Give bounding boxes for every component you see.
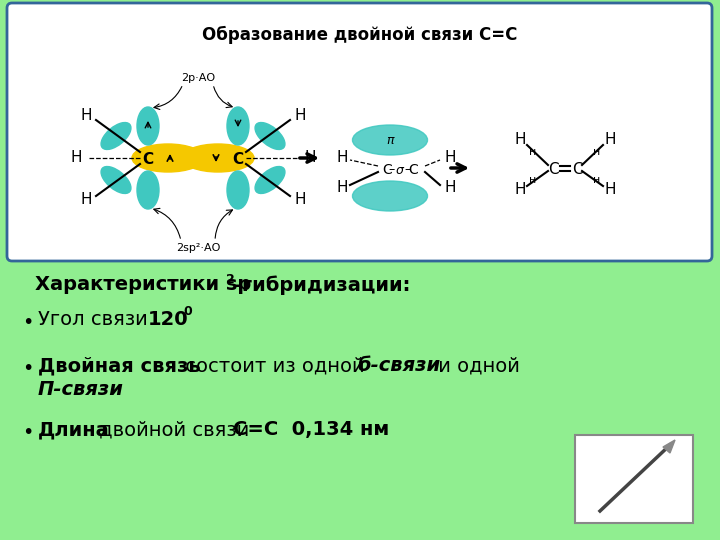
Text: C: C — [548, 161, 558, 177]
Text: C: C — [408, 163, 418, 177]
Text: H: H — [514, 183, 526, 198]
Ellipse shape — [227, 171, 249, 209]
Text: 2p·АО: 2p·АО — [181, 73, 215, 83]
Ellipse shape — [101, 166, 131, 193]
Text: C: C — [572, 161, 582, 177]
Text: –: – — [389, 164, 395, 177]
Text: H: H — [604, 132, 616, 147]
Text: состоит из одной: состоит из одной — [179, 356, 371, 375]
Text: H: H — [80, 192, 91, 207]
Ellipse shape — [137, 171, 159, 209]
Text: н: н — [529, 147, 536, 157]
Text: H: H — [294, 192, 306, 207]
Text: н: н — [529, 175, 536, 185]
Text: б-связи: б-связи — [358, 356, 441, 375]
Text: H: H — [604, 183, 616, 198]
Ellipse shape — [227, 107, 249, 145]
FancyBboxPatch shape — [575, 435, 693, 523]
Text: H: H — [80, 109, 91, 124]
Text: H: H — [444, 180, 456, 195]
Text: 2sp²·АО: 2sp²·АО — [176, 243, 220, 253]
Text: H: H — [305, 151, 316, 165]
Text: 120: 120 — [148, 310, 189, 329]
Text: Образование двойной связи С=С: Образование двойной связи С=С — [202, 26, 518, 44]
Text: •: • — [22, 423, 33, 442]
Text: и одной: и одной — [432, 356, 520, 375]
Text: С=С  0,134 нм: С=С 0,134 нм — [233, 420, 390, 439]
Text: •: • — [22, 313, 33, 332]
Text: 0: 0 — [183, 305, 192, 318]
Text: H: H — [444, 151, 456, 165]
FancyBboxPatch shape — [7, 3, 712, 261]
Text: –: – — [405, 164, 411, 177]
Ellipse shape — [132, 144, 204, 172]
Text: Двойная связь: Двойная связь — [38, 356, 201, 375]
Text: Длина: Длина — [38, 420, 109, 439]
Text: П-связи: П-связи — [38, 380, 124, 399]
Text: •: • — [22, 359, 33, 378]
Text: н: н — [593, 147, 600, 157]
Text: -гибридизации:: -гибридизации: — [234, 275, 410, 294]
Text: 2: 2 — [226, 273, 235, 286]
Text: C: C — [382, 163, 392, 177]
Text: σ: σ — [396, 164, 404, 177]
Text: двойной связи: двойной связи — [93, 420, 256, 439]
Text: π: π — [386, 133, 394, 146]
Text: H: H — [294, 109, 306, 124]
Text: C: C — [233, 152, 243, 166]
Ellipse shape — [101, 123, 131, 150]
Text: н: н — [593, 175, 600, 185]
Ellipse shape — [353, 181, 428, 211]
Text: C: C — [143, 152, 153, 166]
Ellipse shape — [137, 107, 159, 145]
Text: H: H — [336, 180, 348, 195]
Text: Характеристики sp: Характеристики sp — [35, 275, 251, 294]
Ellipse shape — [255, 123, 285, 150]
Text: H: H — [336, 151, 348, 165]
Text: H: H — [71, 151, 82, 165]
Polygon shape — [663, 440, 675, 453]
Ellipse shape — [182, 144, 254, 172]
Ellipse shape — [353, 125, 428, 155]
Text: H: H — [514, 132, 526, 147]
Ellipse shape — [255, 166, 285, 193]
Text: Угол связи: Угол связи — [38, 310, 154, 329]
